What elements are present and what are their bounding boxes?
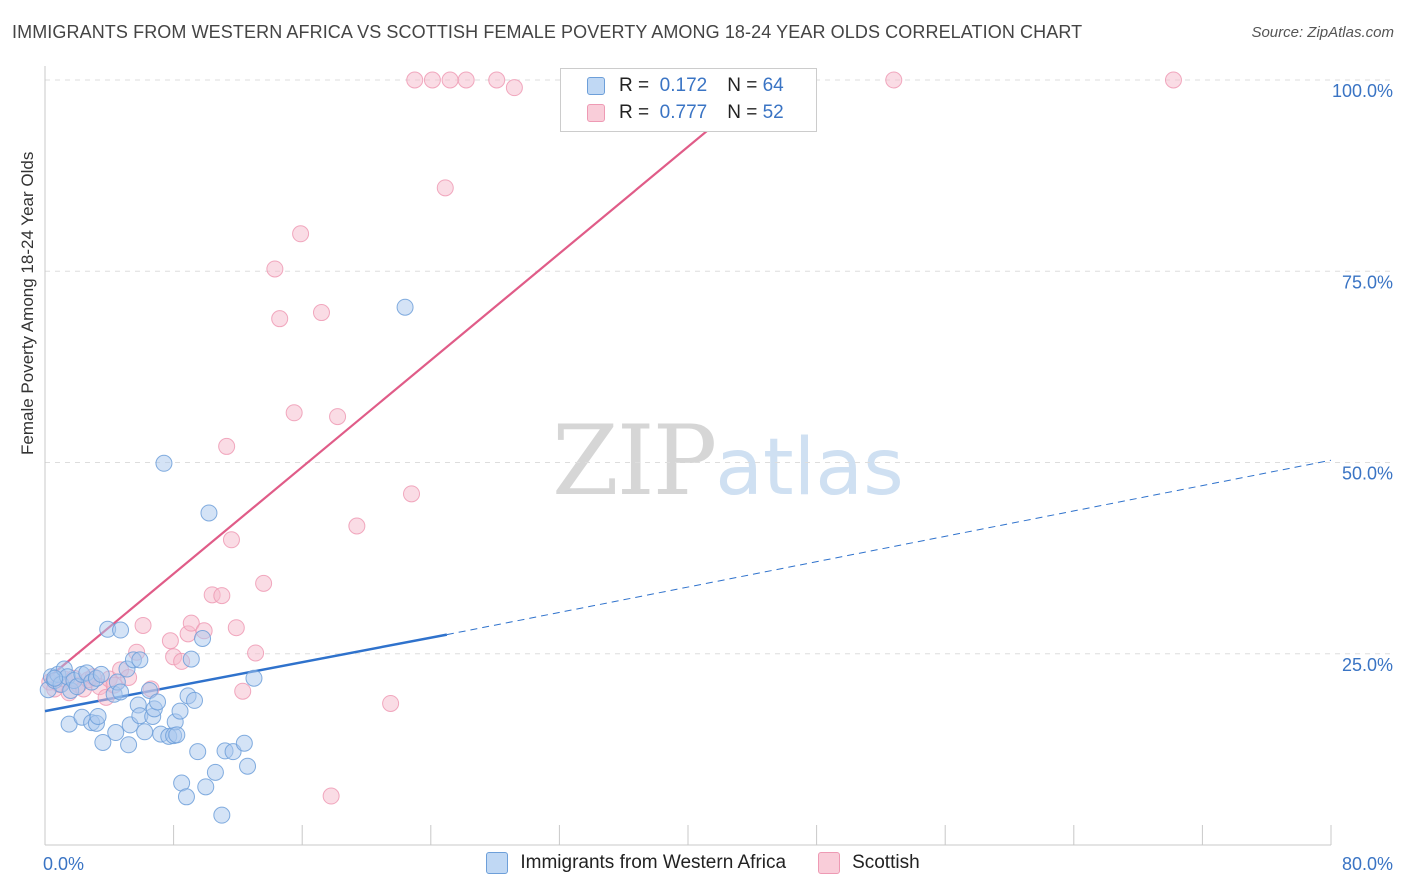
point-western-africa — [168, 726, 186, 744]
point-western-africa — [120, 736, 138, 754]
point-scottish — [457, 71, 475, 89]
point-scottish — [322, 787, 340, 805]
legend-swatch-pink — [587, 104, 605, 122]
tick-labels: 25.0% 50.0% 75.0% 100.0% 0.0% 80.0% — [43, 81, 1393, 874]
chart-title: IMMIGRANTS FROM WESTERN AFRICA VS SCOTTI… — [12, 22, 1083, 42]
point-scottish — [406, 71, 424, 89]
point-western-africa — [245, 669, 263, 687]
series-legend: Immigrants from Western Africa Scottish — [0, 852, 1406, 874]
point-scottish — [329, 408, 347, 426]
x-tick-label: 0.0% — [43, 854, 84, 874]
point-western-africa — [177, 788, 195, 806]
point-western-africa — [197, 778, 215, 796]
point-western-africa — [112, 683, 130, 701]
legend-r-label: R = — [619, 102, 650, 123]
point-western-africa — [131, 651, 149, 669]
legend-n-value: 52 — [762, 102, 784, 123]
legend-n-label: N = — [727, 75, 758, 96]
point-scottish — [213, 587, 231, 605]
point-western-africa — [185, 691, 203, 709]
y-axis-label: Female Poverty Among 18-24 Year Olds — [18, 151, 37, 455]
point-scottish — [1164, 71, 1182, 89]
point-western-africa — [182, 650, 200, 668]
y-tick-label: 25.0% — [1342, 655, 1393, 675]
legend-item-scottish[interactable]: Scottish — [818, 852, 920, 874]
legend-swatch-blue — [486, 852, 509, 874]
point-scottish — [247, 644, 265, 662]
point-western-africa — [194, 629, 212, 647]
watermark-zip: ZIP — [552, 405, 717, 517]
point-scottish — [505, 79, 523, 97]
point-western-africa — [92, 665, 110, 683]
legend-row-western-africa: R = 0.172 N = 64 — [561, 73, 784, 99]
y-tick-label: 75.0% — [1342, 272, 1393, 292]
point-scottish — [222, 531, 240, 549]
legend-label: Immigrants from Western Africa — [520, 852, 787, 873]
point-western-africa — [396, 298, 414, 316]
point-western-africa — [149, 693, 167, 711]
y-tick-label: 100.0% — [1332, 81, 1393, 101]
point-scottish — [436, 179, 454, 197]
point-western-africa — [235, 734, 253, 752]
point-western-africa — [239, 757, 257, 775]
data-points — [39, 71, 1182, 824]
point-scottish — [312, 304, 330, 322]
point-scottish — [348, 517, 366, 535]
point-scottish — [218, 437, 236, 455]
point-western-africa — [136, 723, 154, 741]
point-western-africa — [200, 504, 218, 522]
point-scottish — [134, 616, 152, 634]
legend-n-label: N = — [727, 102, 758, 123]
point-western-africa — [107, 724, 125, 742]
source-credit: Source: ZipAtlas.com — [1251, 24, 1394, 41]
point-scottish — [255, 574, 273, 592]
point-scottish — [292, 225, 310, 243]
y-tick-label: 50.0% — [1342, 464, 1393, 484]
watermark: ZIPatlas — [552, 405, 904, 517]
legend-swatch-pink — [818, 852, 841, 874]
point-western-africa — [112, 621, 130, 639]
point-western-africa — [206, 763, 224, 781]
point-western-africa — [94, 733, 112, 751]
watermark-atlas: atlas — [715, 423, 904, 513]
x-tick-label: 80.0% — [1342, 854, 1393, 874]
chart-axes — [44, 66, 1332, 846]
legend-n-value: 64 — [762, 75, 784, 96]
point-scottish — [441, 71, 459, 89]
grid-lines — [45, 79, 1391, 655]
point-scottish — [423, 71, 441, 89]
point-scottish — [885, 71, 903, 89]
legend-swatch-blue — [587, 77, 605, 95]
point-western-africa — [89, 707, 107, 725]
legend-label: Scottish — [852, 852, 920, 873]
trend-lines — [44, 79, 1332, 713]
legend-r-label: R = — [619, 75, 650, 96]
point-western-africa — [171, 702, 189, 720]
trend-line-western-africa-projection — [446, 459, 1332, 636]
stats-legend: R = 0.172 N = 64 R = 0.777 N = 52 — [560, 68, 817, 132]
point-western-africa — [213, 806, 231, 824]
point-scottish — [382, 694, 400, 712]
legend-item-western-africa[interactable]: Immigrants from Western Africa — [486, 852, 786, 874]
point-western-africa — [46, 669, 64, 687]
legend-r-value: 0.172 — [659, 75, 708, 96]
point-scottish — [488, 71, 506, 89]
point-scottish — [234, 682, 252, 700]
point-western-africa — [155, 454, 173, 472]
trend-line-scottish — [44, 79, 770, 682]
point-western-africa — [189, 743, 207, 761]
legend-row-scottish: R = 0.777 N = 52 — [561, 100, 784, 126]
point-scottish — [285, 404, 303, 422]
legend-r-value: 0.777 — [659, 102, 708, 123]
point-scottish — [182, 614, 200, 632]
point-scottish — [403, 485, 421, 503]
point-scottish — [271, 310, 289, 328]
point-scottish — [161, 632, 179, 650]
point-scottish — [266, 260, 284, 278]
point-scottish — [227, 619, 245, 637]
